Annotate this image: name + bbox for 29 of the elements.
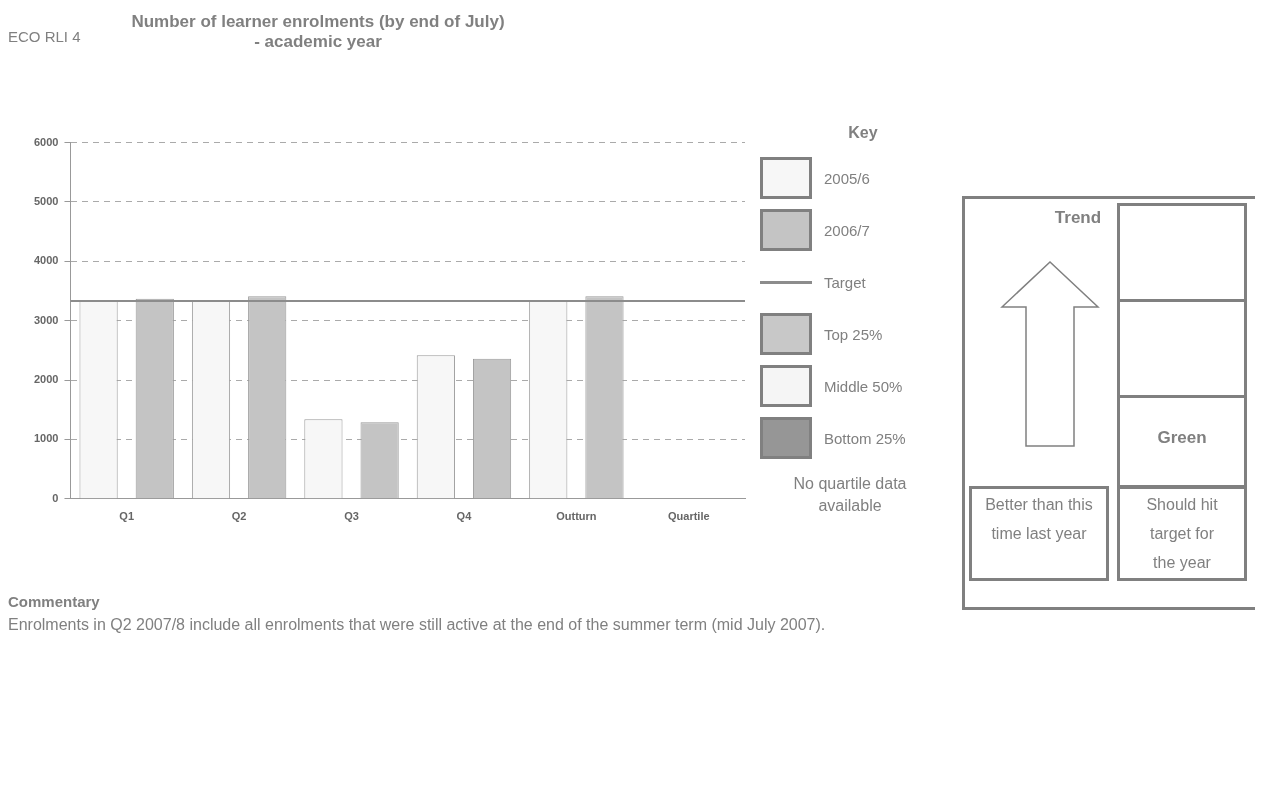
legend-label: Top 25%	[824, 325, 883, 343]
x-tick-label: Q3	[344, 510, 359, 523]
legend-label: Bottom 25%	[824, 429, 906, 447]
text: Trend	[1053, 208, 1103, 228]
text: Should hit target for the year	[1145, 495, 1219, 573]
text: Commentary	[8, 593, 100, 610]
text: Enrolments in Q2 2007/8 include all enrolments that were still active at the end of the summer term (mid July 2007).	[8, 616, 826, 634]
x-tick-label: Q1	[119, 510, 135, 523]
y-tick-label: 6000	[33, 135, 59, 148]
text: ECO RLI 4	[8, 28, 81, 45]
text: Green	[1156, 428, 1208, 448]
y-tick-label: 4000	[33, 254, 59, 267]
text: No quartile data available	[792, 474, 908, 516]
y-tick-label: 2000	[33, 373, 59, 386]
y-tick-label: 0	[52, 491, 59, 504]
text: Better than this time last year	[984, 495, 1094, 544]
x-tick-label: Quartile	[668, 510, 710, 523]
y-tick-label: 1000	[33, 432, 59, 445]
x-tick-label: Q4	[456, 510, 473, 523]
y-tick-label: 5000	[33, 195, 59, 207]
legend-label: 2005/6	[824, 169, 870, 187]
x-tick-label: Q2	[231, 510, 247, 523]
legend-label: 2006/7	[824, 221, 870, 239]
legend-label: Target	[824, 273, 866, 291]
legend-title: Key	[847, 124, 879, 142]
chart-title: Number of learner enrolments (by end of July) - academic year	[130, 12, 506, 52]
x-tick-label: Outturn	[556, 510, 597, 523]
y-tick-label: 3000	[33, 313, 59, 326]
legend-label: Middle 50%	[824, 377, 903, 395]
